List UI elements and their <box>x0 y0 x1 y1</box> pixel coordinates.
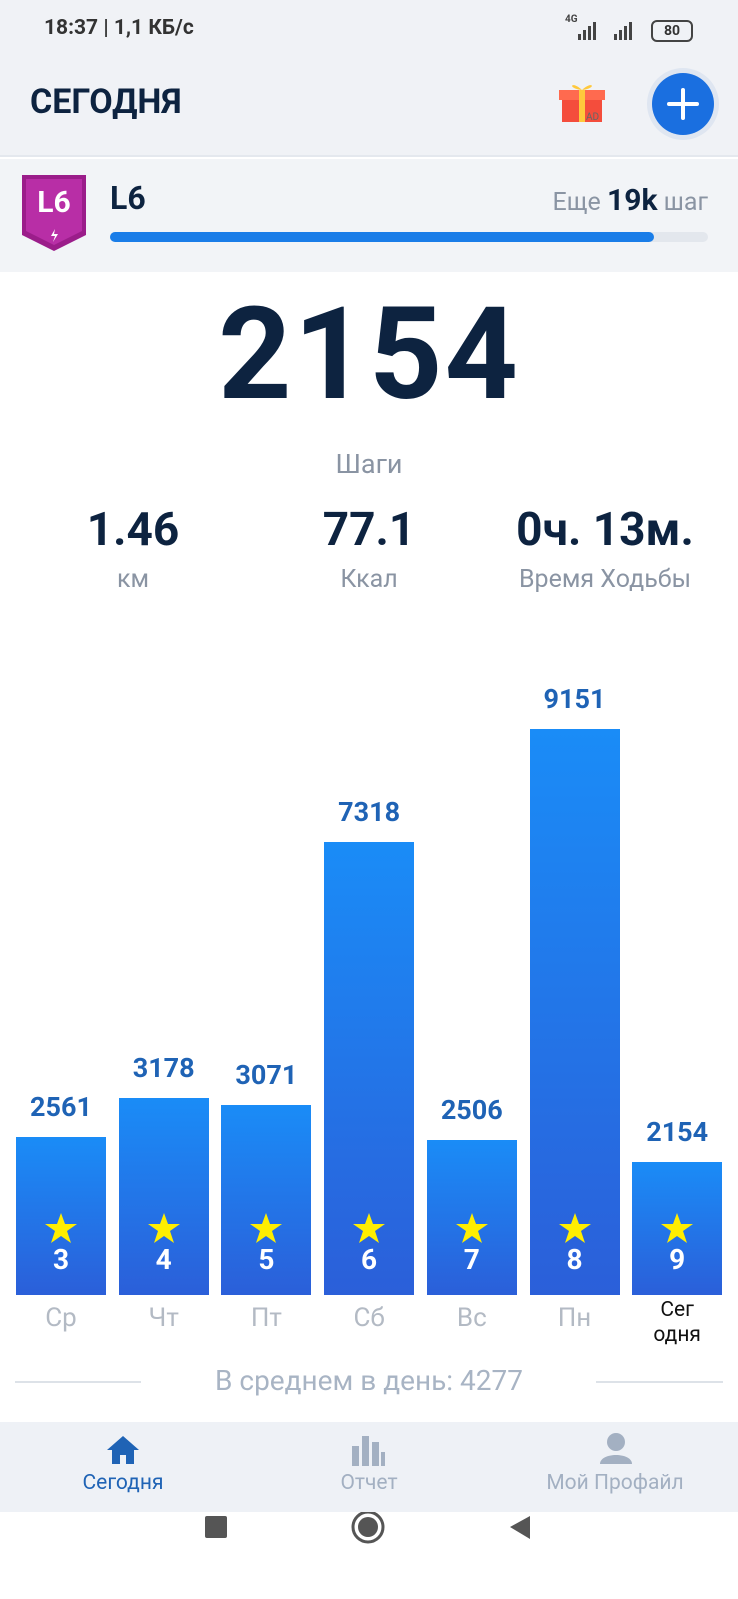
level-badge-text: L6 <box>37 185 71 220</box>
stat-label: км <box>116 565 150 594</box>
bar-value-label: 7318 <box>338 796 401 829</box>
ad-label: AD <box>586 112 600 123</box>
level-badge <box>22 175 86 251</box>
remaining-unit: шаг <box>663 188 708 217</box>
nav-tab[interactable]: Сегодня <box>82 1471 164 1495</box>
system-nav <box>0 1512 738 1599</box>
star-badge-number: 9 <box>669 1243 686 1276</box>
level-name: L6 <box>110 179 146 217</box>
bar-value-label: 3071 <box>235 1059 298 1092</box>
star-badge-number: 7 <box>463 1243 480 1276</box>
level-remaining: Еще 19k шаг <box>553 183 709 218</box>
progress-fill <box>110 232 655 242</box>
bar-value-label: 2506 <box>440 1094 503 1126</box>
star-badge-number: 5 <box>258 1243 275 1276</box>
remaining-prefix: Еще <box>552 188 601 217</box>
stat-value: 1.46 <box>86 503 180 557</box>
bar-value-label: 3178 <box>132 1052 195 1085</box>
remaining-value: 19k <box>607 183 658 218</box>
stat-value: 77.1 <box>322 503 416 557</box>
bar-value-label: 2561 <box>30 1090 92 1123</box>
steps-count: 2154 <box>218 280 520 430</box>
star-icon <box>455 1212 489 1244</box>
star-icon <box>558 1212 592 1244</box>
star-icon <box>249 1212 283 1244</box>
system-buttons[interactable] <box>0 1512 738 1599</box>
day-label: Сег одня <box>653 1298 701 1347</box>
day-label: Пт <box>250 1303 282 1333</box>
stat-value: 0ч. 13м. <box>516 503 694 557</box>
daily-average: В среднем в день: 4277 <box>215 1364 523 1397</box>
steps-label: Шаги <box>335 448 403 480</box>
network-type: 4G <box>565 14 578 25</box>
page-title: СЕГОДНЯ <box>30 82 182 122</box>
add-button[interactable] <box>645 66 721 142</box>
bar-value-label: 9151 <box>543 683 606 715</box>
star-icon <box>352 1212 386 1244</box>
nav-tab[interactable]: Мой Профайл <box>546 1471 684 1495</box>
status-bar: 18:37 | 1,1 КБ/с 4G 80 <box>0 0 738 60</box>
bottom-nav: Сегодня Отчет Мой Профайл <box>0 1422 738 1512</box>
bar <box>529 729 620 1295</box>
day-label: Сб <box>353 1303 385 1333</box>
day-label: Пн <box>557 1303 592 1333</box>
star-badge-number: 3 <box>52 1243 70 1276</box>
stat-label: Время Ходьбы <box>518 565 692 594</box>
day-label: Чт <box>148 1303 179 1333</box>
gift-button[interactable] <box>558 80 608 126</box>
signal-icons <box>578 22 632 40</box>
divider <box>596 1381 723 1383</box>
star-icon <box>147 1212 181 1244</box>
home-icon <box>107 1436 139 1464</box>
star-badge-number: 4 <box>155 1243 172 1276</box>
divider <box>15 1381 141 1383</box>
report-icon <box>352 1436 385 1466</box>
bar <box>221 1105 312 1295</box>
profile-icon <box>600 1433 632 1464</box>
bar-value-label: 2154 <box>646 1115 709 1148</box>
progress-track <box>110 232 708 242</box>
battery: 80 <box>651 20 693 42</box>
star-icon <box>660 1212 694 1244</box>
star-badge-number: 6 <box>361 1243 378 1276</box>
bar <box>118 1098 209 1295</box>
level-panel: L6 L6 Еще 19k шаг <box>0 159 738 272</box>
star-icon <box>44 1212 78 1244</box>
day-label: Вс <box>456 1303 487 1333</box>
status-time: 18:37 | 1,1 КБ/с <box>44 16 194 40</box>
header: СЕГОДНЯ AD <box>0 60 738 157</box>
stat-label: Ккал <box>340 565 398 594</box>
day-label: Ср <box>45 1303 77 1333</box>
nav-tab[interactable]: Отчет <box>340 1471 398 1495</box>
star-badge-number: 8 <box>566 1243 583 1276</box>
